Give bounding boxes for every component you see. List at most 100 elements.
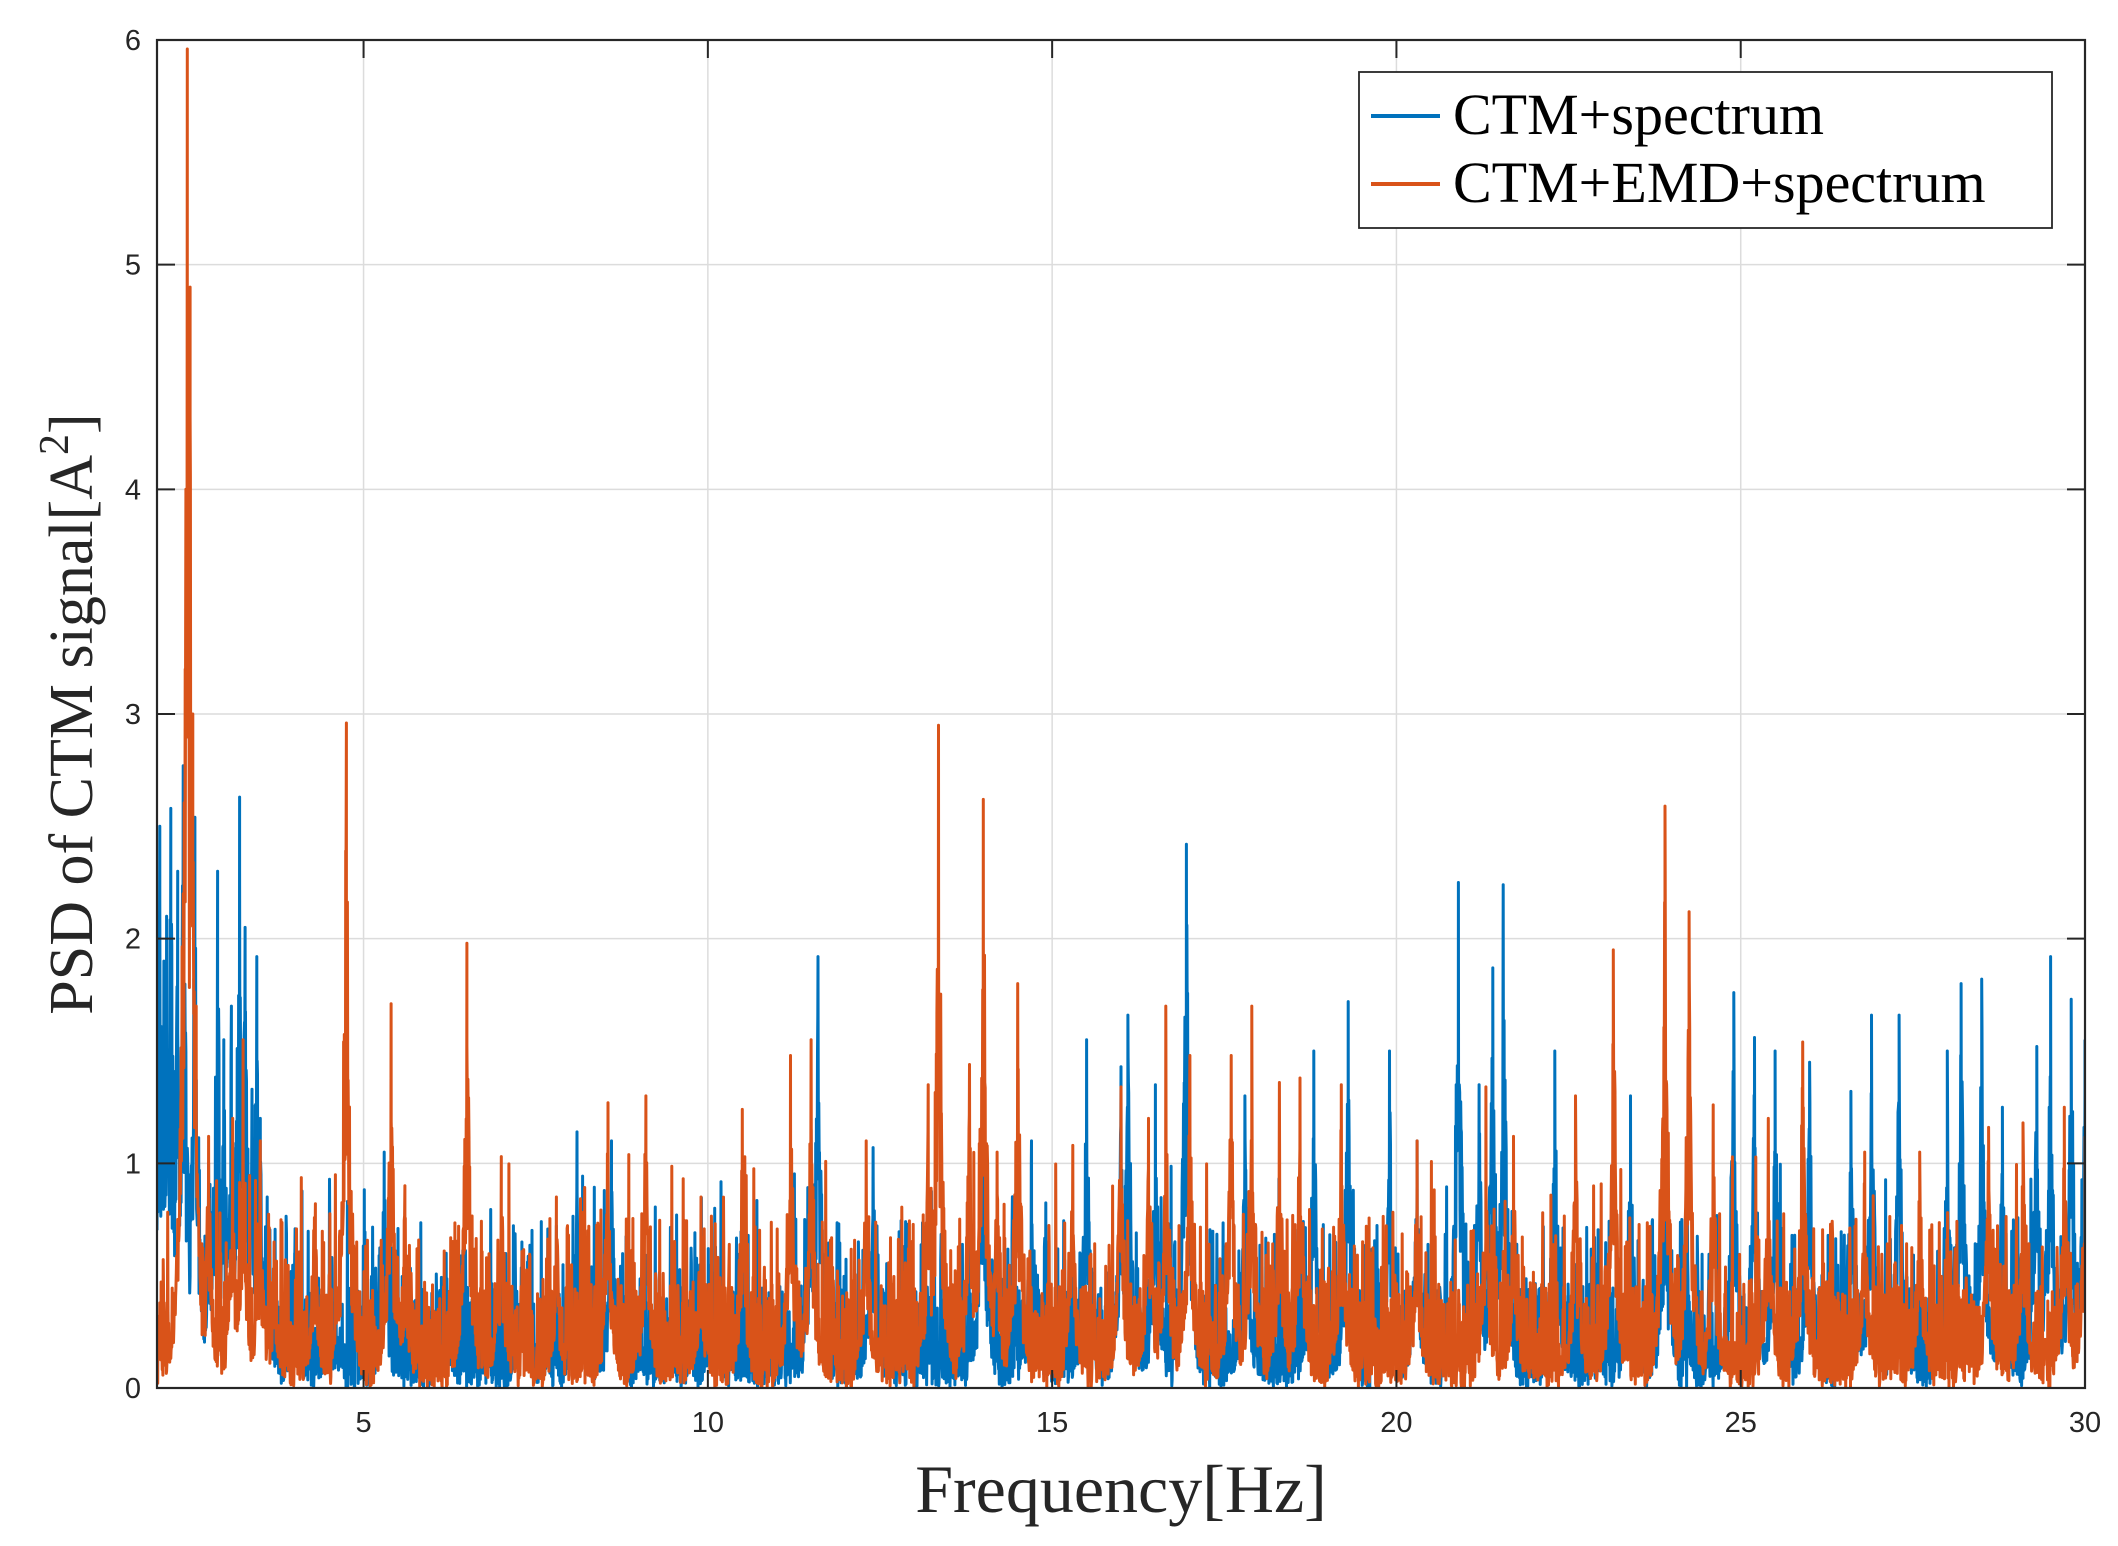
data-point-ctm-spectrum (250, 1088, 254, 1091)
y-tick-label: 0 (125, 1373, 141, 1405)
data-point-ctm-emd-spectrum (207, 1135, 210, 1138)
x-tick-label: 30 (2069, 1407, 2101, 1439)
data-point-ctm-spectrum (1980, 977, 1983, 981)
data-point-ctm-emd-spectrum (1801, 1040, 1804, 1044)
data-point-ctm-emd-spectrum (809, 1038, 813, 1042)
data-point-ctm-spectrum (1457, 881, 1460, 884)
data-point-ctm-emd-spectrum (2021, 1121, 2025, 1125)
series-layer (157, 47, 2085, 1388)
legend: CTM+spectrum CTM+EMD+spectrum (1358, 71, 2053, 229)
data-point-ctm-spectrum (255, 955, 258, 958)
data-point-ctm-spectrum (1732, 991, 1736, 994)
x-axis-title: Frequency[Hz] (915, 1451, 1327, 1527)
data-point-ctm-emd-spectrum (1863, 1150, 1866, 1154)
data-point-ctm-spectrum (1085, 1038, 1088, 1042)
data-point-ctm-spectrum (520, 1240, 524, 1244)
data-point-ctm-emd-spectrum (699, 1195, 703, 1199)
data-point-ctm-emd-spectrum (389, 1002, 393, 1005)
y-tick-label: 4 (125, 474, 141, 506)
data-point-ctm-spectrum (2049, 955, 2052, 958)
axis-ticks (157, 39, 2086, 1389)
legend-label-ctm-spectrum: CTM+spectrum (1453, 82, 1824, 147)
legend-box (1358, 71, 2053, 229)
y-tick-label: 2 (125, 924, 141, 956)
data-point-ctm-emd-spectrum (1298, 1076, 1302, 1080)
data-point-ctm-emd-spectrum (184, 667, 187, 671)
data-point-ctm-emd-spectrum (500, 1155, 503, 1158)
data-point-ctm-spectrum (165, 915, 168, 918)
data-point-ctm-emd-spectrum (1230, 1054, 1233, 1057)
data-point-ctm-emd-spectrum (1250, 1004, 1254, 1008)
data-point-ctm-emd-spectrum (1663, 804, 1667, 808)
data-point-ctm-spectrum (1502, 883, 1505, 886)
y-tick-label: 5 (125, 250, 141, 282)
data-point-ctm-emd-spectrum (314, 1202, 317, 1206)
data-point-ctm-emd-spectrum (1278, 1081, 1281, 1084)
data-point-ctm-spectrum (1629, 1094, 1632, 1098)
legend-label-ctm-emd-spectrum: CTM+EMD+spectrum (1453, 150, 1986, 215)
data-point-ctm-emd-spectrum (789, 1054, 792, 1057)
data-point-ctm-spectrum (1126, 1013, 1130, 1017)
data-point-ctm-spectrum (1491, 966, 1495, 970)
data-point-ctm-spectrum (230, 1004, 233, 1008)
data-point-ctm-emd-spectrum (995, 1150, 999, 1154)
series-group-1 (157, 47, 2085, 1388)
data-point-ctm-spectrum (1185, 843, 1188, 846)
data-point-ctm-emd-spectrum (1687, 910, 1691, 913)
data-point-ctm-emd-spectrum (1987, 1126, 1990, 1129)
data-point-ctm-spectrum (871, 1146, 875, 1149)
data-point-ctm-spectrum (1477, 1083, 1481, 1086)
data-point-ctm-emd-spectrum (188, 285, 192, 289)
data-point-ctm-emd-spectrum (465, 942, 469, 945)
data-point-ctm-spectrum (216, 870, 219, 873)
data-point-ctm-emd-spectrum (176, 1218, 179, 1221)
data-point-ctm-emd-spectrum (1512, 1135, 1515, 1138)
y-tick-label: 3 (125, 699, 141, 731)
data-point-ctm-spectrum (266, 1195, 269, 1199)
data-point-ctm-emd-spectrum (182, 892, 185, 895)
data-point-ctm-spectrum (713, 1207, 716, 1210)
data-point-ctm-spectrum (1753, 1036, 1756, 1039)
y-tick-label: 6 (125, 25, 141, 57)
data-point-ctm-emd-spectrum (191, 712, 194, 716)
data-point-ctm-emd-spectrum (865, 1139, 868, 1143)
data-point-ctm-spectrum (1030, 1139, 1033, 1143)
data-point-ctm-emd-spectrum (403, 1184, 407, 1188)
data-point-ctm-spectrum (2070, 998, 2073, 1001)
x-tick-label: 20 (1380, 1407, 1412, 1439)
data-point-ctm-spectrum (243, 926, 247, 929)
tick-labels: 5 10 15 20 25 30 0 1 2 3 4 5 6 (125, 25, 2101, 1439)
data-point-ctm-emd-spectrum (1188, 1054, 1192, 1057)
data-point-ctm-emd-spectrum (555, 1195, 558, 1199)
data-point-ctm-emd-spectrum (741, 1108, 744, 1111)
data-point-ctm-spectrum (2035, 1045, 2039, 1048)
data-point-ctm-spectrum (816, 955, 820, 958)
data-point-ctm-emd-spectrum (1164, 1004, 1168, 1008)
data-point-ctm-emd-spectrum (1767, 1117, 1770, 1120)
data-point-ctm-emd-spectrum (345, 721, 348, 725)
data-point-ctm-spectrum (383, 1150, 386, 1154)
data-point-ctm-emd-spectrum (2063, 1106, 2066, 1109)
data-point-ctm-emd-spectrum (1712, 1103, 1715, 1107)
data-point-ctm-emd-spectrum (241, 1038, 245, 1042)
data-point-ctm-emd-spectrum (606, 1101, 610, 1104)
x-tick-label: 10 (692, 1407, 724, 1439)
data-point-ctm-spectrum (1946, 1049, 1949, 1053)
data-point-ctm-emd-spectrum (1340, 1083, 1343, 1086)
data-point-ctm-emd-spectrum (982, 798, 985, 801)
x-tick-label: 25 (1725, 1407, 1757, 1439)
data-point-ctm-spectrum (1347, 1000, 1350, 1003)
data-point-ctm-spectrum (1154, 1083, 1157, 1086)
data-point-ctm-emd-spectrum (1612, 948, 1615, 952)
data-point-ctm-emd-spectrum (186, 47, 189, 51)
x-tick-label: 15 (1036, 1407, 1068, 1439)
y-axis-title-superscript: 2 (32, 434, 78, 455)
data-point-ctm-emd-spectrum (179, 1088, 183, 1091)
data-point-ctm-spectrum (176, 870, 179, 873)
data-point-ctm-spectrum (1388, 1049, 1391, 1053)
data-point-ctm-emd-spectrum (272, 1240, 276, 1244)
data-point-ctm-emd-spectrum (1016, 982, 1019, 985)
data-point-ctm-spectrum (158, 825, 161, 828)
y-axis-title-main: PSD of CTM signal[A (38, 455, 106, 1015)
